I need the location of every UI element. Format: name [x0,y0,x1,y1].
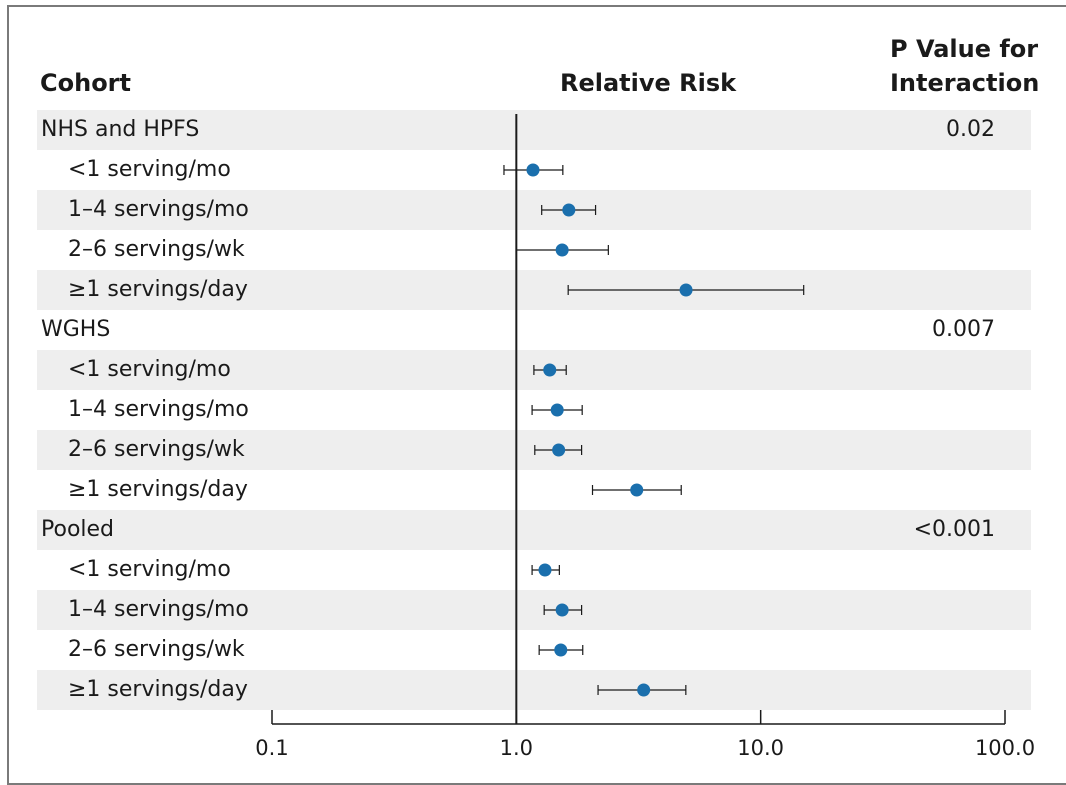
subgroup-row: ≥1 servings/day [37,270,1031,310]
estimate-point [555,243,569,257]
subgroup-row: ≥1 servings/day [37,470,1031,510]
cohort-label: Pooled [41,517,115,542]
subgroup-label: <1 serving/mo [68,157,231,182]
subgroup-label: 1–4 servings/mo [68,397,249,422]
p-value-header-line1: P Value for [890,35,1039,63]
cohort-row: Pooled <0.001 [37,510,1031,550]
subgroup-row: 2–6 servings/wk [37,230,1031,270]
relative-risk-header: Relative Risk [560,69,737,97]
cohort-row: NHS and HPFS 0.02 [37,110,1031,150]
subgroup-row: <1 serving/mo [37,150,1031,190]
subgroup-label: 1–4 servings/mo [68,197,249,222]
estimate-point [550,403,564,417]
subgroup-label: 1–4 servings/mo [68,597,249,622]
estimate-point [679,283,693,297]
subgroup-label: <1 serving/mo [68,357,231,382]
subgroup-label: 2–6 servings/wk [68,437,245,462]
subgroup-label: ≥1 servings/day [68,477,248,502]
subgroup-row: ≥1 servings/day [37,670,1031,710]
subgroup-row: 1–4 servings/mo [37,390,1031,430]
estimate-point [554,643,568,657]
estimate-point [526,163,540,177]
estimate-point [538,563,552,577]
cohort-label: NHS and HPFS [41,117,200,142]
subgroup-row: 2–6 servings/wk [37,630,1031,670]
estimate-point [552,443,566,457]
subgroup-label: ≥1 servings/day [68,677,248,702]
estimate-point [630,483,644,497]
p-value: 0.02 [946,117,995,142]
estimate-point [637,683,651,697]
p-value: <0.001 [913,517,995,542]
x-tick-label: 0.1 [255,736,288,760]
subgroup-row: 1–4 servings/mo [37,190,1031,230]
subgroup-label: 2–6 servings/wk [68,237,245,262]
x-tick-label: 1.0 [500,736,533,760]
cohort-row: WGHS 0.007 [37,310,1031,350]
p-value-header-line2: Interaction [890,69,1040,97]
subgroup-label: <1 serving/mo [68,557,231,582]
subgroup-row: 1–4 servings/mo [37,590,1031,630]
estimate-point [555,603,569,617]
subgroup-row: 2–6 servings/wk [37,430,1031,470]
cohort-label: WGHS [41,317,111,342]
subgroup-row: <1 serving/mo [37,550,1031,590]
subgroup-label: ≥1 servings/day [68,277,248,302]
estimate-point [543,363,557,377]
subgroup-label: 2–6 servings/wk [68,637,245,662]
estimate-point [562,203,576,217]
x-tick-label: 10.0 [737,736,784,760]
p-value: 0.007 [932,317,995,342]
x-tick-label: 100.0 [975,736,1035,760]
p-value-header: P Value for Interaction [890,34,1039,102]
cohort-header: Cohort [40,69,131,97]
